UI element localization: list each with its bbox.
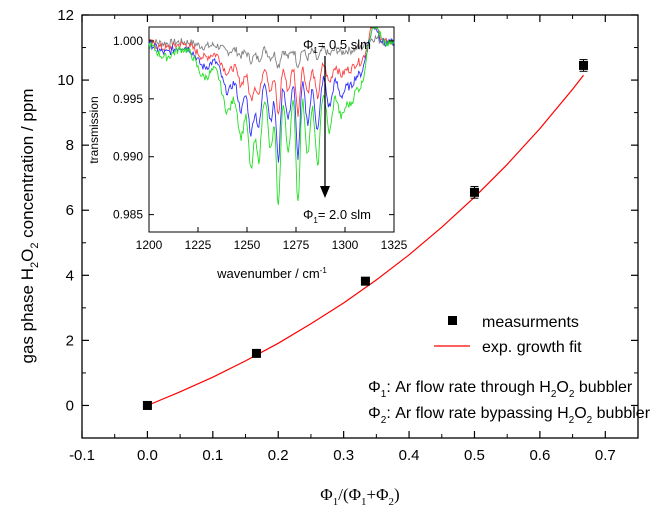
ylabel-post: concentration / ppm xyxy=(18,89,37,243)
inset-spectrum-line xyxy=(148,27,395,117)
ylabel-sub1: 2 xyxy=(29,262,41,268)
inset-spectrum-line xyxy=(148,27,395,163)
legend-label-fit: exp. growth fit xyxy=(482,339,582,356)
inset-x-ticks: 1200 1225 1250 1275 1300 1325 xyxy=(136,27,408,252)
xlabel-sub2: 1 xyxy=(361,496,367,508)
main-y-tick-label: 8 xyxy=(66,137,74,154)
measurement-point xyxy=(142,400,152,410)
measurement-points-group xyxy=(142,59,589,410)
inset-y-axis-label: transmission xyxy=(87,96,101,163)
ylabel-sub2: 2 xyxy=(29,243,41,249)
inset-x-tick-label: 1325 xyxy=(381,238,408,252)
measurement-point xyxy=(469,187,479,197)
xlabel-mid: /(Φ xyxy=(338,485,361,504)
inset-spectrum-line xyxy=(148,27,395,205)
inset-x-axis-label: wavenumber / cm-1 xyxy=(216,266,327,281)
inset-y-tick-label: 1.000 xyxy=(113,34,143,48)
main-x-tick-label: -0.1 xyxy=(69,447,95,464)
xlabel-end: ) xyxy=(394,485,400,504)
main-y-tick-label: 6 xyxy=(66,202,74,219)
inset-y-ticks: 0.985 0.990 0.995 1.000 xyxy=(113,34,394,222)
main-x-tick-label: 0.0 xyxy=(137,447,158,464)
main-y-tick-label: 2 xyxy=(66,332,74,349)
inset-y-tick-label: 0.995 xyxy=(113,92,143,106)
main-y-tick-label: 12 xyxy=(57,7,74,24)
annotation-phi2: Φ2: Ar flow rate bypassing H2O2 bubbler xyxy=(368,405,651,426)
main-x-axis-label: Φ1/(Φ1+Φ2) xyxy=(320,485,399,508)
measurement-point xyxy=(579,60,589,70)
legend-label-measurments: measurments xyxy=(482,314,579,331)
xlabel-sub1: 1 xyxy=(333,496,339,508)
xlabel-sub3: 2 xyxy=(389,496,395,508)
ylabel-mid: O xyxy=(18,249,37,262)
inset-x-tick-label: 1250 xyxy=(234,238,261,252)
inset-plot-frame xyxy=(148,26,395,233)
main-y-axis-label: gas phase H2O2 concentration / ppm xyxy=(18,89,41,364)
measurement-point xyxy=(360,276,370,286)
inset-x-tick-label: 1300 xyxy=(332,238,359,252)
main-x-tick-label: 0.5 xyxy=(464,447,485,464)
main-y-tick-label: 0 xyxy=(66,397,74,414)
measurement-point xyxy=(251,348,261,358)
ylabel-pre: gas phase H xyxy=(18,268,37,363)
main-x-tick-label: 0.1 xyxy=(202,447,223,464)
inset-y-tick-label: 0.985 xyxy=(113,208,143,222)
inset-x-tick-label: 1200 xyxy=(136,238,163,252)
main-x-tick-label: 0.3 xyxy=(333,447,354,464)
legend-marker-measurments xyxy=(448,316,457,325)
inset-x-tick-label: 1225 xyxy=(185,238,212,252)
main-plot-frame xyxy=(81,14,639,439)
fit-curve-group xyxy=(147,74,584,407)
main-x-tick-label: 0.6 xyxy=(529,447,550,464)
inset-annotation-top: Φ1= 0.5 slm xyxy=(303,37,371,55)
main-y-tick-label: 10 xyxy=(57,72,74,89)
inset-x-tick-label: 1275 xyxy=(283,238,310,252)
xlabel-main: Φ xyxy=(320,485,332,504)
main-x-tick-label: 0.7 xyxy=(595,447,616,464)
inset-chart: 1200 1225 1250 1275 1300 1325 0.985 0.990 0.995… xyxy=(87,26,408,281)
inset-spectra-group xyxy=(148,27,395,205)
annotation-phi1: Φ1: Ar flow rate through H2O2 bubbler xyxy=(368,379,633,400)
main-y-tick-label: 4 xyxy=(66,267,74,284)
legend: measurments exp. growth fit xyxy=(434,314,582,356)
inset-annotation-bottom: Φ1= 2.0 slm xyxy=(303,207,371,225)
xlabel-plus: +Φ xyxy=(367,485,389,504)
main-y-ticks: 0 2 4 6 8 10 12 xyxy=(57,7,638,439)
inset-y-tick-label: 0.990 xyxy=(113,150,143,164)
main-x-ticks: -0.1 0.0 0.1 0.2 0.3 0.4 0.5 0.6 0.7 xyxy=(69,15,616,464)
inset-arrow-head xyxy=(320,186,330,198)
main-x-tick-label: 0.4 xyxy=(399,447,420,464)
main-x-tick-label: 0.2 xyxy=(268,447,289,464)
fit-curve xyxy=(147,74,584,407)
